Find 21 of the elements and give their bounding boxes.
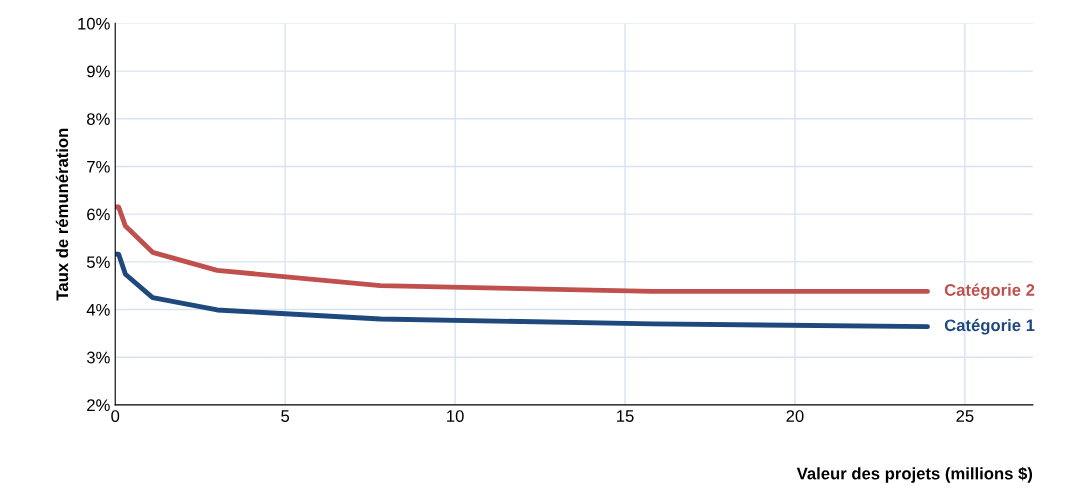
y-tick-label: 8% (87, 113, 110, 125)
y-tick-label: 9% (87, 65, 110, 78)
x-tick-label: 10 (447, 410, 464, 422)
x-tick-label: 5 (281, 410, 290, 422)
series-label: Catégorie 2 (944, 283, 1035, 300)
line-series (115, 204, 930, 294)
x-tick-label: 0 (111, 410, 120, 422)
x-tick-label: 15 (617, 410, 634, 422)
x-tick-label: 25 (956, 410, 974, 422)
series-label: Catégorie 1 (944, 318, 1035, 335)
y-tick-label: 7% (87, 160, 110, 173)
y-tick-label: 3% (86, 351, 110, 364)
y-tick-label: 5% (86, 256, 110, 269)
y-tick-label: 4% (86, 303, 110, 316)
x-tick-label: 20 (786, 410, 804, 422)
y-tick-label: 10% (78, 17, 110, 30)
line-series (115, 251, 930, 330)
y-axis-title: Taux de rémunération (55, 128, 69, 301)
y-tick-label: 6% (87, 208, 110, 221)
y-tick-label: 2% (87, 399, 110, 412)
x-axis-title: Valeur des projets (millions $) (796, 466, 1033, 483)
